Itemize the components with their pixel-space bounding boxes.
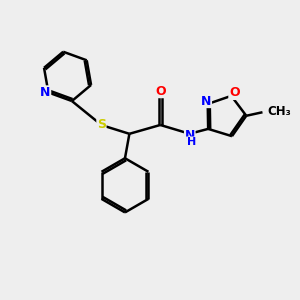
Text: N: N: [184, 129, 195, 142]
Text: S: S: [97, 118, 106, 131]
Text: O: O: [155, 85, 166, 98]
Text: O: O: [229, 86, 239, 99]
Text: N: N: [201, 94, 211, 107]
Text: H: H: [187, 137, 196, 147]
Text: N: N: [40, 86, 51, 99]
Text: CH₃: CH₃: [267, 105, 291, 118]
